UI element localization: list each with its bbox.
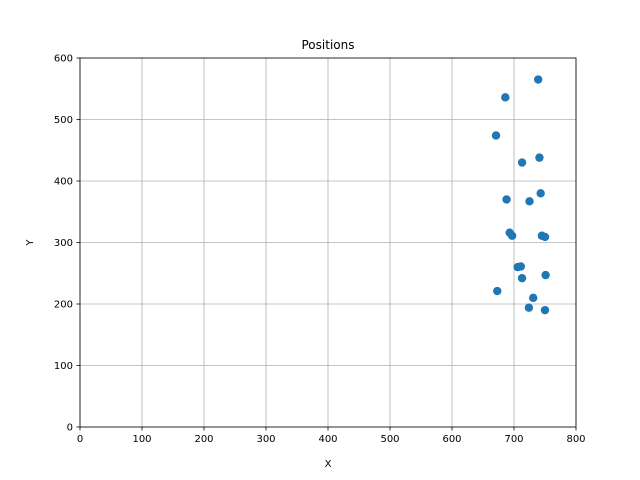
y-tick-label-1: 100 <box>54 361 73 372</box>
data-point-0 <box>533 75 543 84</box>
y-tick-label-5: 500 <box>54 115 73 126</box>
data-point-4 <box>517 158 527 167</box>
data-point-19 <box>540 305 550 315</box>
data-point-15 <box>517 273 527 283</box>
x-tick-label-7: 700 <box>504 434 523 445</box>
y-tick-label-2: 200 <box>54 300 73 311</box>
x-tick-label-6: 600 <box>442 434 461 445</box>
x-tick-label-3: 300 <box>256 434 275 445</box>
x-tick-label-4: 400 <box>318 434 337 445</box>
x-axis-ticks: 0 100 200 300 400 500 600 700 800 <box>77 427 586 445</box>
data-point-17 <box>529 293 538 303</box>
x-tick-label-5: 500 <box>380 434 399 445</box>
data-point-7 <box>525 197 534 206</box>
data-point-6 <box>502 195 511 204</box>
x-tick-label-0: 0 <box>77 434 83 445</box>
data-points <box>491 75 550 315</box>
y-axis-ticks: 0 100 200 300 400 500 600 <box>54 54 80 434</box>
data-point-11 <box>540 232 550 242</box>
data-point-3 <box>535 153 544 162</box>
chart-title: Positions <box>302 38 355 52</box>
y-tick-label-6: 600 <box>54 54 73 65</box>
y-tick-label-3: 300 <box>54 238 73 249</box>
data-point-16 <box>493 286 502 296</box>
y-axis-label: Y <box>25 239 36 247</box>
data-point-2 <box>491 131 501 140</box>
x-tick-label-1: 100 <box>132 434 151 445</box>
y-tick-label-4: 400 <box>54 177 73 188</box>
x-tick-label-2: 200 <box>194 434 213 445</box>
data-point-1 <box>501 93 510 102</box>
data-point-14 <box>541 270 550 280</box>
data-point-13 <box>516 262 526 271</box>
data-point-18 <box>524 303 534 312</box>
x-axis-label: X <box>325 459 332 470</box>
data-point-9 <box>507 231 517 240</box>
x-tick-label-8: 800 <box>566 434 585 445</box>
data-point-5 <box>536 189 545 198</box>
y-tick-label-0: 0 <box>67 423 73 434</box>
